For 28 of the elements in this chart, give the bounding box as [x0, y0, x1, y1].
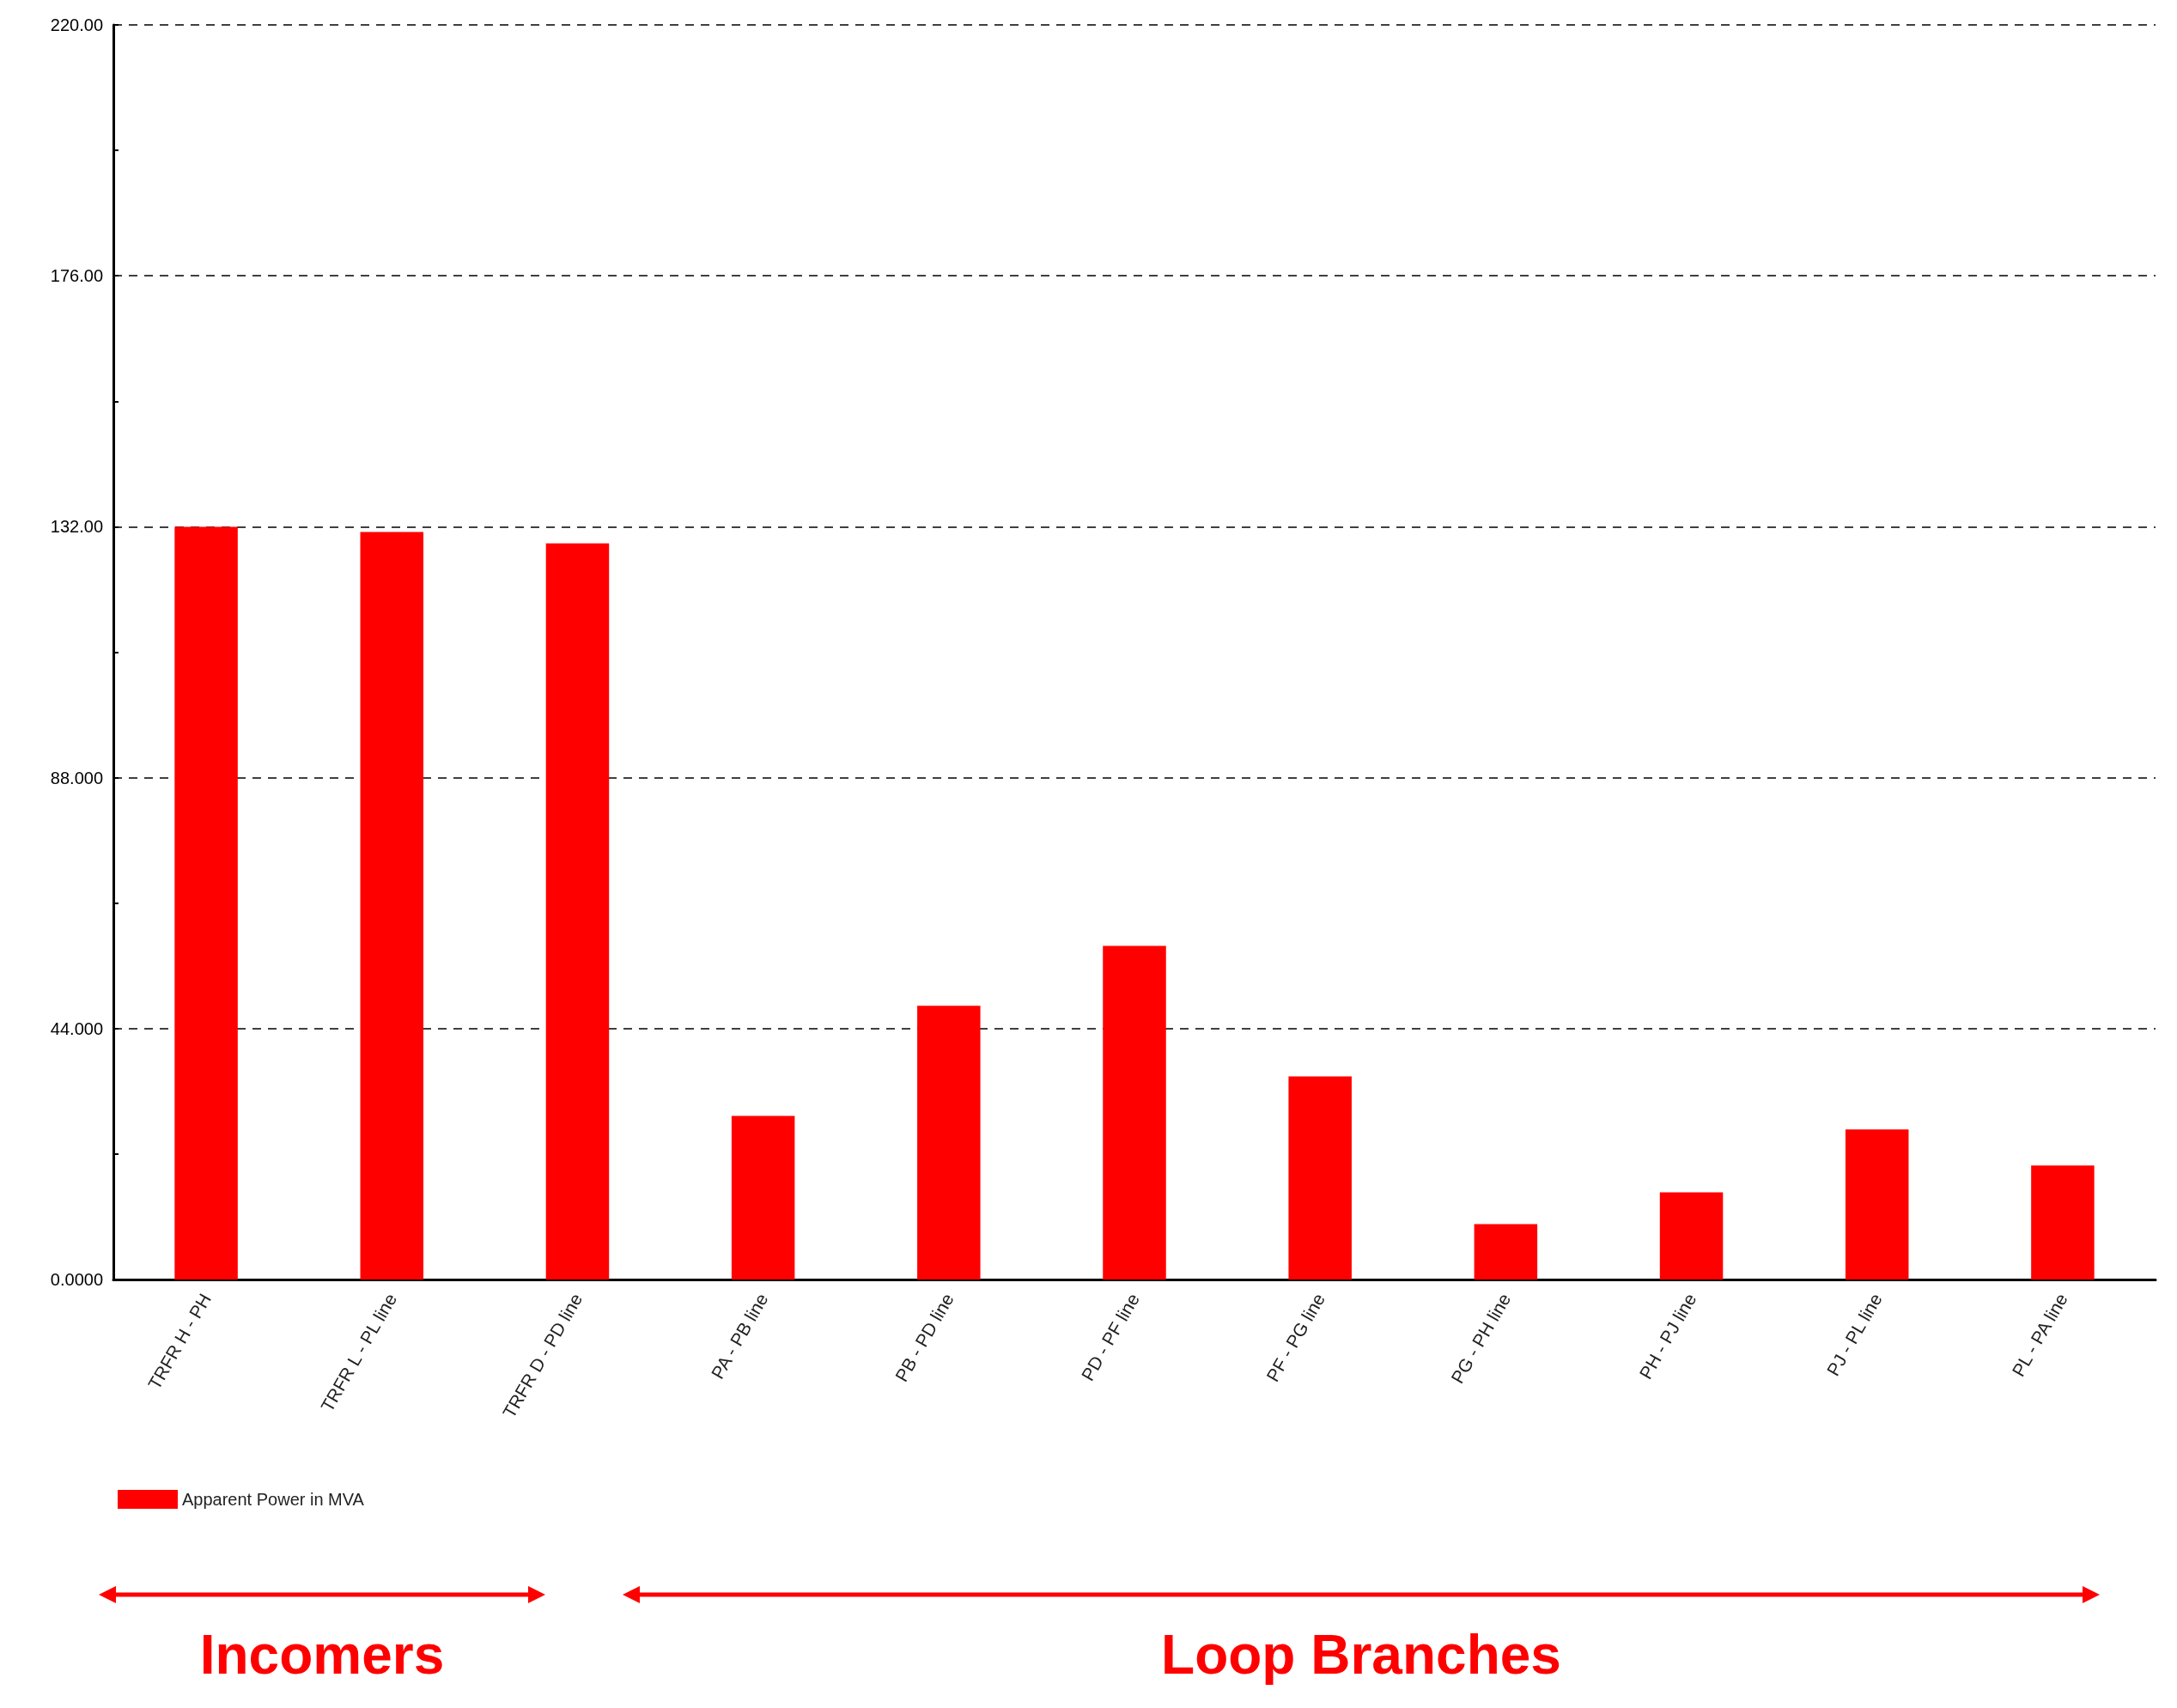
- bar: [1659, 1192, 1724, 1279]
- x-tick-label: PJ - PL line: [1822, 1290, 1886, 1380]
- y-tick-label: 176.00: [50, 266, 103, 286]
- bar: [1103, 945, 1166, 1279]
- bar: [917, 1006, 981, 1279]
- x-tick-label: PH - PJ line: [1635, 1290, 1700, 1383]
- y-tick-label: 44.000: [50, 1018, 103, 1038]
- x-tick-label: PF - PG line: [1262, 1290, 1329, 1385]
- y-tick-label: 132.00: [50, 517, 103, 537]
- y-tick-label: 220.00: [50, 15, 103, 34]
- x-tick-label: PL - PA line: [2008, 1290, 2071, 1380]
- bar: [174, 526, 238, 1279]
- y-tick-label: 0.0000: [50, 1270, 103, 1289]
- y-tick-label: 88.000: [50, 768, 103, 787]
- x-tick-label: PG - PH line: [1447, 1290, 1515, 1387]
- bar: [2031, 1165, 2095, 1279]
- bar: [1845, 1129, 1909, 1279]
- bar: [545, 543, 610, 1279]
- bar: [731, 1115, 795, 1279]
- x-tick-label: PD - PF line: [1077, 1290, 1143, 1384]
- x-tick-label: PB - PD line: [891, 1290, 958, 1385]
- bar: [1288, 1076, 1352, 1279]
- bar: [360, 532, 424, 1279]
- text: Loop Branches: [1160, 1623, 1562, 1687]
- text: Incomers: [198, 1623, 446, 1687]
- bar: [1474, 1224, 1538, 1279]
- x-tick-label: PA - PB line: [707, 1290, 772, 1383]
- legend-label: Apparent Power in MVA: [182, 1490, 365, 1509]
